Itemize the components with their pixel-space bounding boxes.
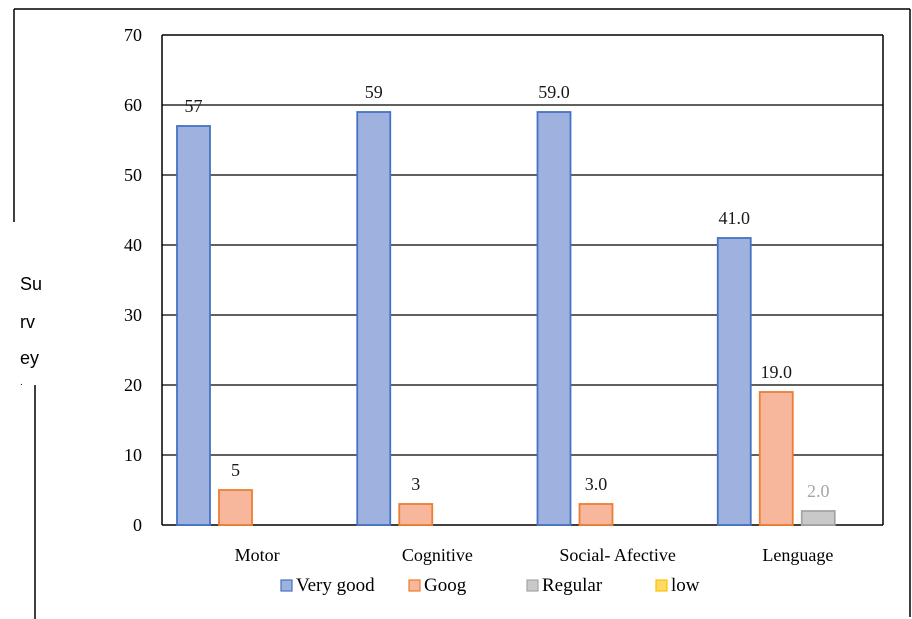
legend-label: low bbox=[671, 575, 700, 596]
data-label: 3.0 bbox=[585, 474, 608, 494]
figure-border bbox=[13, 8, 911, 619]
x-tick-label: Lenguage bbox=[762, 545, 833, 565]
bar-goog-social-afective bbox=[578, 503, 614, 526]
y-axis-label-line: rv bbox=[20, 312, 35, 332]
y-tick-labels: 0 10 20 30 40 50 60 70 bbox=[124, 25, 142, 535]
bar-goog-motor bbox=[218, 489, 253, 526]
y-axis-label-line: ey bbox=[20, 348, 39, 368]
y-axis-label-line: Su bbox=[20, 274, 42, 294]
bar-goog-cognitive bbox=[398, 503, 434, 526]
legend-swatch bbox=[408, 579, 421, 592]
legend-label: Regular bbox=[542, 575, 603, 596]
y-tick-label: 50 bbox=[124, 165, 142, 185]
y-tick-label: 20 bbox=[124, 375, 142, 395]
bars bbox=[176, 111, 836, 526]
y-axis-label-line: . bbox=[20, 377, 23, 388]
data-label: 3 bbox=[411, 474, 420, 494]
legend-swatch bbox=[280, 579, 293, 592]
x-tick-label: Motor bbox=[235, 545, 280, 565]
data-label: 19.0 bbox=[761, 362, 793, 382]
bar-very-good-cognitive bbox=[356, 111, 392, 526]
y-tick-label: 40 bbox=[124, 235, 142, 255]
data-label: 59 bbox=[365, 82, 383, 102]
data-label: 57 bbox=[185, 96, 203, 116]
bar-very-good-lenguage bbox=[716, 237, 752, 526]
y-axis-label: Su rv ey. bbox=[20, 274, 42, 388]
bar-goog-lenguage bbox=[758, 391, 794, 526]
bar-regular-lenguage bbox=[800, 510, 836, 526]
legend-label: Goog bbox=[424, 575, 467, 596]
data-label: 5 bbox=[231, 460, 240, 480]
bar-very-good-social-afective bbox=[536, 111, 572, 526]
legend-swatch bbox=[655, 579, 668, 592]
y-tick-label: 30 bbox=[124, 305, 142, 325]
y-tick-label: 60 bbox=[124, 95, 142, 115]
legend-label: Very good bbox=[296, 575, 375, 596]
bar-very-good-motor bbox=[176, 125, 211, 526]
x-tick-label: Cognitive bbox=[402, 545, 473, 565]
data-labels: 57 5 59 3 59.0 3.0 41.0 19.0 2.0 bbox=[185, 82, 830, 501]
y-tick-label: 0 bbox=[133, 515, 142, 535]
data-label: 2.0 bbox=[807, 481, 830, 501]
x-tick-label: Social- Afective bbox=[559, 545, 675, 565]
legend: Very good Goog Regular low bbox=[280, 575, 700, 596]
data-label: 59.0 bbox=[538, 82, 570, 102]
y-tick-label: 10 bbox=[124, 445, 142, 465]
legend-swatch bbox=[526, 579, 539, 592]
data-label: 41.0 bbox=[719, 208, 751, 228]
gridlines bbox=[161, 34, 884, 526]
y-tick-label: 70 bbox=[124, 25, 142, 45]
x-tick-labels: Motor Cognitive Social- Afective Lenguage bbox=[235, 545, 834, 565]
